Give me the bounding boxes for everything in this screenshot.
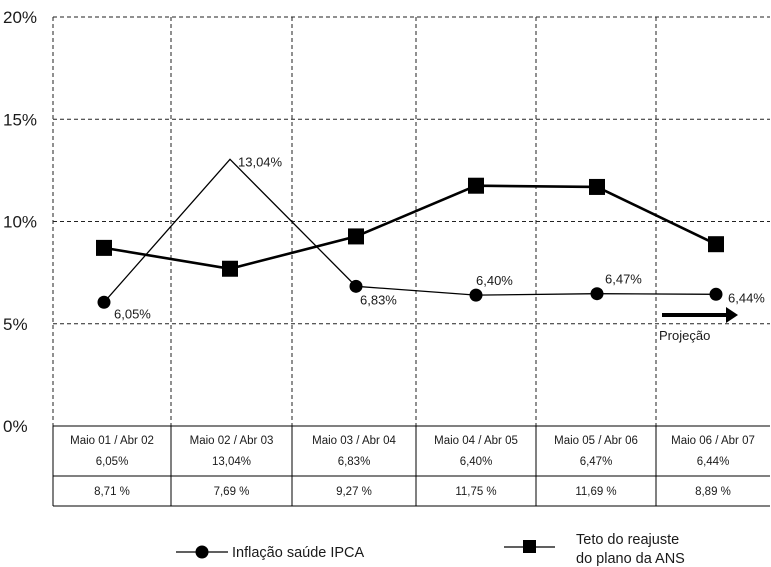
point-ans	[468, 177, 484, 194]
point-ipca	[349, 279, 363, 293]
table-cell-ans: 11,69 %	[575, 486, 616, 498]
table-cell-ipca: 6,83%	[338, 456, 371, 468]
projection-annotation: Projeção	[659, 307, 738, 343]
table-cell-ans: 11,75 %	[455, 486, 496, 498]
grid-lines	[52, 16, 770, 426]
point-ans	[96, 239, 112, 256]
data-label-ipca: 13,04%	[238, 154, 283, 169]
y-tick-label: 5%	[3, 315, 28, 334]
legend-label-ans-line1: Teto do reajuste	[576, 532, 679, 548]
projection-arrow-icon	[662, 307, 738, 323]
table-cell-period: Maio 02 / Abr 03	[190, 435, 274, 447]
table-cell-ipca: 6,05%	[96, 456, 129, 468]
point-ans	[708, 236, 724, 253]
legend-label-ipca: Inflação saúde IPCA	[232, 545, 365, 561]
point-ipca	[469, 288, 483, 302]
table-cell-period: Maio 05 / Abr 06	[554, 435, 638, 447]
y-tick-label: 0%	[3, 417, 28, 436]
table-cell-ans: 8,89 %	[695, 486, 731, 498]
data-label-ipca: 6,05%	[114, 306, 151, 321]
table-cell-ans: 8,71 %	[94, 486, 130, 498]
projection-label: Projeção	[659, 328, 710, 343]
data-label-ipca: 6,83%	[360, 292, 397, 307]
y-tick-label: 20%	[3, 8, 37, 27]
data-table: Maio 01 / Abr 02 6,05% 8,71 % Maio 02 / Abr…	[52, 425, 770, 507]
legend-square-icon	[523, 540, 536, 553]
y-tick-label: 15%	[3, 110, 37, 129]
table-cell-ipca: 6,44%	[697, 456, 730, 468]
table-cell-period: Maio 06 / Abr 07	[671, 435, 755, 447]
point-ipca	[709, 287, 723, 301]
series-ipca	[97, 158, 723, 309]
point-ans	[222, 260, 238, 277]
data-label-ipca: 6,47%	[605, 272, 642, 287]
y-tick-label: 10%	[3, 213, 37, 232]
table-cell-ipca: 6,40%	[460, 456, 493, 468]
series-ans	[96, 177, 724, 277]
table-cell-period: Maio 04 / Abr 05	[434, 435, 518, 447]
data-label-ipca: 6,44%	[728, 290, 765, 305]
table-cell-period: Maio 01 / Abr 02	[70, 435, 154, 447]
point-ipca	[97, 295, 111, 309]
series-line-ipca	[103, 158, 717, 303]
legend-label-ans-line2: do plano da ANS	[576, 551, 685, 567]
legend-circle-icon	[195, 545, 209, 559]
data-labels: 6,05% 13,04% 6,83% 6,40% 6,47% 6,44%	[114, 154, 765, 321]
table-cell-period: Maio 03 / Abr 04	[312, 435, 396, 447]
point-ans	[589, 178, 605, 195]
data-label-ipca: 6,40%	[476, 273, 513, 288]
table-cell-ipca: 6,47%	[580, 456, 613, 468]
table-cell-ans: 7,69 %	[214, 486, 250, 498]
table-cell-ipca: 13,04%	[212, 456, 251, 468]
legend: Inflação saúde IPCA Teto do reajuste do …	[176, 532, 685, 567]
series-line-ans	[103, 184, 717, 271]
point-ans	[348, 228, 364, 245]
point-ipca	[590, 287, 604, 301]
table-cell-ans: 9,27 %	[336, 486, 372, 498]
y-axis-ticks: 0% 5% 10% 15% 20%	[3, 8, 37, 436]
